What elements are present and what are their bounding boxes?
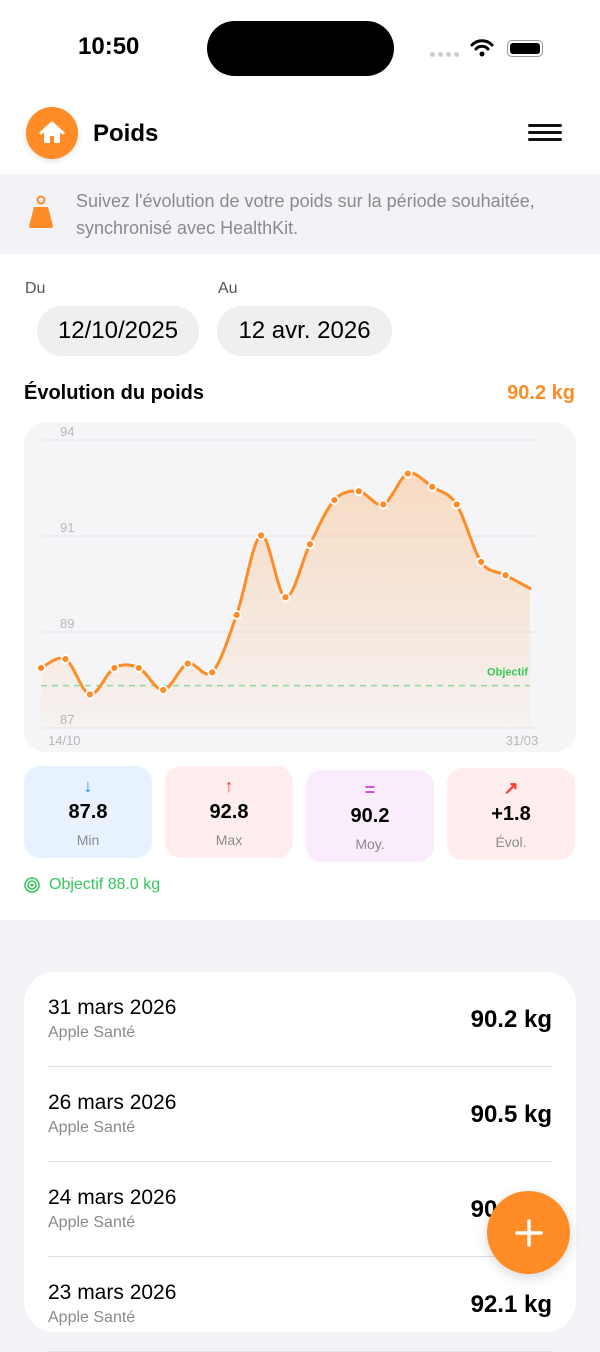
y-tick-label: 89 xyxy=(60,616,74,631)
stat-card-moy: = 90.2 Moy. xyxy=(306,770,434,862)
home-button[interactable] xyxy=(26,107,78,159)
stat-value: 90.2 xyxy=(350,805,390,827)
info-banner: Suivez l'évolution de votre poids sur la… xyxy=(0,174,600,254)
stat-arrow-icon: ↑ xyxy=(224,776,234,796)
entry-date: 24 mars 2026 xyxy=(48,1186,177,1209)
stat-value: +1.8 xyxy=(491,803,531,825)
data-point xyxy=(402,468,413,479)
page-title: Poids xyxy=(93,120,159,147)
clock: 10:50 xyxy=(78,33,140,60)
data-point xyxy=(256,530,266,541)
info-text: Suivez l'évolution de votre poids sur la… xyxy=(76,191,535,238)
data-point xyxy=(427,481,438,492)
cellular-signal-icon xyxy=(430,52,459,57)
data-point xyxy=(378,499,389,510)
entry-date: 31 mars 2026 xyxy=(48,996,177,1019)
goal-text: Objectif 88.0 kg xyxy=(49,876,161,893)
current-weight: 90.2 kg xyxy=(507,382,575,404)
data-point xyxy=(329,495,340,505)
stat-label: Moy. xyxy=(355,836,385,852)
data-point xyxy=(182,658,193,669)
entry-source: Apple Santé xyxy=(48,1024,136,1041)
x-tick-label: 14/10 xyxy=(48,733,81,748)
target-icon xyxy=(24,877,40,893)
data-point xyxy=(60,654,71,664)
entry-date: 26 mars 2026 xyxy=(48,1091,177,1114)
data-point xyxy=(85,689,95,700)
stat-label: Min xyxy=(76,832,100,848)
battery-icon xyxy=(507,40,543,57)
to-date-picker[interactable]: 12 avr. 2026 xyxy=(217,306,392,356)
stat-value: 92.8 xyxy=(209,801,249,823)
list-item[interactable]: 26 mars 2026 Apple Santé 90.5 kg xyxy=(48,1067,552,1162)
data-point xyxy=(231,610,242,620)
entry-source: Apple Santé xyxy=(48,1214,136,1231)
entry-source: Apple Santé xyxy=(48,1119,136,1136)
from-label: Du xyxy=(25,280,46,297)
entry-weight: 92.1 kg xyxy=(470,1291,552,1318)
list-item[interactable]: 31 mars 2026 Apple Santé 90.2 kg xyxy=(48,972,552,1067)
data-point xyxy=(353,486,364,497)
data-point xyxy=(500,570,511,581)
goal-label: Objectif xyxy=(487,667,528,679)
y-tick-label: 91 xyxy=(60,520,74,535)
entry-source: Apple Santé xyxy=(48,1309,136,1326)
data-point xyxy=(305,539,315,550)
entry-date: 23 mars 2026 xyxy=(48,1281,177,1304)
data-point xyxy=(280,592,291,603)
stat-arrow-icon: ↓ xyxy=(83,776,93,796)
from-date-picker[interactable]: 12/10/2025 xyxy=(37,306,199,356)
data-point xyxy=(36,663,46,673)
data-point xyxy=(207,667,218,678)
data-point xyxy=(451,499,462,510)
entry-weight: 90.2 kg xyxy=(470,1006,552,1033)
dynamic-island xyxy=(207,21,394,76)
plus-icon xyxy=(514,1218,543,1247)
x-tick-label: 31/03 xyxy=(506,733,539,748)
stat-value: 87.8 xyxy=(68,801,108,823)
weight-icon xyxy=(29,195,53,228)
data-point xyxy=(109,663,120,673)
list-item[interactable]: 23 mars 2026 Apple Santé 92.1 kg xyxy=(48,1257,552,1352)
home-icon xyxy=(39,121,65,143)
stat-label: Évol. xyxy=(495,834,527,850)
stat-arrow-icon: = xyxy=(364,780,376,800)
stat-arrow-icon: ↗ xyxy=(503,778,519,798)
to-label: Au xyxy=(218,280,238,297)
stat-label: Max xyxy=(215,832,243,848)
stat-card-évol: ↗ +1.8 Évol. xyxy=(447,768,575,860)
status-bar: 10:50 xyxy=(0,0,600,90)
entries-list: 31 mars 2026 Apple Santé 90.2 kg 26 mars 20… xyxy=(24,972,576,1352)
stat-card-min: ↓ 87.8 Min xyxy=(24,766,152,858)
y-tick-label: 94 xyxy=(60,424,74,439)
stat-card-max: ↑ 92.8 Max xyxy=(165,766,293,858)
hamburger-icon xyxy=(528,124,562,127)
app-header: Poids xyxy=(0,106,600,162)
menu-button[interactable] xyxy=(528,124,562,144)
wifi-icon xyxy=(470,39,494,57)
chart-title: Évolution du poids xyxy=(24,382,204,404)
data-point xyxy=(476,557,487,567)
data-point xyxy=(133,663,144,673)
add-entry-button[interactable] xyxy=(487,1191,570,1274)
goal-indicator: Objectif 88.0 kg xyxy=(24,876,160,894)
entry-weight: 90.5 kg xyxy=(470,1101,552,1128)
data-point xyxy=(158,685,169,695)
